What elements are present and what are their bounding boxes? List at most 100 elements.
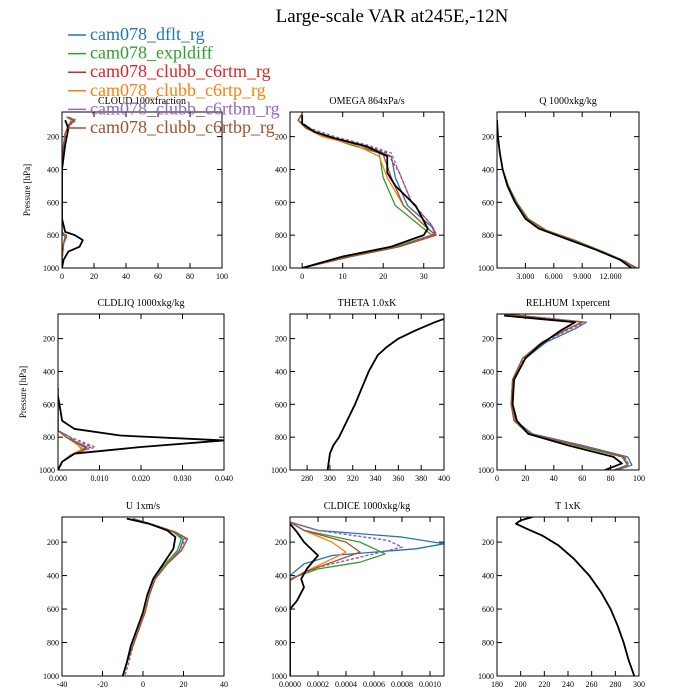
panel-frame bbox=[61, 516, 225, 677]
series-line-cam078_clubb_c6rtbm_rg bbox=[504, 314, 630, 470]
y-tick-label: 800 bbox=[275, 433, 287, 442]
x-tick-label: -40 bbox=[57, 680, 68, 689]
series-line-cam078_expldiff bbox=[297, 113, 433, 268]
y-tick-label: 200 bbox=[482, 335, 494, 344]
series-line-obs bbox=[515, 517, 636, 676]
y-tick-label: 800 bbox=[47, 231, 59, 240]
y-tick-label: 200 bbox=[275, 133, 287, 142]
series-line-cam078_clubb_c6rtp_rg bbox=[497, 120, 636, 268]
series-line-cam078_clubb_c6rtp_rg bbox=[504, 314, 629, 470]
y-tick-label: 600 bbox=[482, 198, 494, 207]
series-line-cam078_clubb_c6rtbm_rg bbox=[515, 517, 635, 676]
y-tick-label: 1000 bbox=[43, 672, 59, 681]
y-tick-label: 800 bbox=[47, 639, 59, 648]
series-lines bbox=[497, 120, 638, 268]
x-tick-label: 360 bbox=[392, 474, 404, 483]
x-tick-label: 400 bbox=[438, 474, 450, 483]
x-tick-label: 0.0004 bbox=[335, 680, 357, 689]
x-tick-label: 300 bbox=[324, 474, 336, 483]
y-tick-label: 600 bbox=[47, 605, 59, 614]
y-tick-label: 200 bbox=[275, 538, 287, 547]
series-lines bbox=[58, 387, 224, 470]
x-tick-label: 300 bbox=[633, 680, 645, 689]
series-line-cam078_clubb_c6rtbp_rg bbox=[62, 116, 74, 268]
x-tick-label: 100 bbox=[216, 272, 228, 281]
y-tick-label: 600 bbox=[275, 400, 287, 409]
x-tick-label: 40 bbox=[220, 680, 228, 689]
x-tick-label: 20 bbox=[180, 680, 188, 689]
x-tick-label: 80 bbox=[186, 272, 194, 281]
x-tick-label: 0.0008 bbox=[391, 680, 413, 689]
y-tick-label: 200 bbox=[47, 133, 59, 142]
panel-frame bbox=[496, 313, 640, 471]
panel-frame bbox=[496, 111, 640, 269]
x-tick-label: 0.000 bbox=[49, 474, 67, 483]
series-line-obs bbox=[58, 395, 224, 470]
series-line-cam078_expldiff bbox=[515, 517, 635, 676]
y-axis-label: Pressure [hPa] bbox=[22, 164, 32, 216]
x-tick-label: 220 bbox=[538, 680, 550, 689]
series-line-cam078_dflt_rg bbox=[58, 387, 88, 470]
x-tick-label: 0.0006 bbox=[363, 680, 385, 689]
series-line-cam078_clubb_c6rtm_rg bbox=[326, 318, 444, 470]
series-line-obs bbox=[121, 517, 177, 676]
x-tick-label: 40 bbox=[122, 272, 130, 281]
panel-3: Q 1000xkg/kg 200 400 600 800 1000 3.000 6.000 9.… bbox=[478, 96, 640, 281]
x-tick-label: 0.020 bbox=[132, 474, 150, 483]
series-line-cam078_clubb_c6rtbm_rg bbox=[297, 113, 437, 268]
series-lines bbox=[297, 113, 437, 268]
panel-title: RELHUM 1xpercent bbox=[526, 298, 610, 309]
y-tick-label: 200 bbox=[43, 335, 55, 344]
x-tick-label: 20 bbox=[521, 474, 529, 483]
x-tick-label: 0.010 bbox=[91, 474, 109, 483]
series-line-obs bbox=[326, 318, 444, 470]
x-tick-label: 0 bbox=[60, 272, 64, 281]
x-tick-label: 320 bbox=[347, 474, 359, 483]
y-tick-label: 200 bbox=[47, 538, 59, 547]
y-tick-label: 600 bbox=[482, 605, 494, 614]
series-line-cam078_clubb_c6rtbp_rg bbox=[326, 318, 444, 470]
series-line-cam078_dflt_rg bbox=[497, 120, 638, 268]
y-tick-label: 400 bbox=[275, 572, 287, 581]
panel-frame bbox=[496, 516, 640, 677]
x-tick-label: 0.030 bbox=[174, 474, 192, 483]
panel-5: THETA 1.0xK 200 400 600 800 1000 280 300 320 340 3… bbox=[271, 298, 450, 483]
legend-label: cam078_clubb_c6rtbm_rg bbox=[90, 98, 280, 118]
series-line-cam078_clubb_c6rtbp_rg bbox=[497, 120, 636, 268]
series-line-obs bbox=[290, 523, 319, 676]
figure-title: Large-scale VAR at245E,-12N bbox=[276, 6, 509, 27]
series-line-cam078_clubb_c6rtbp_rg bbox=[515, 517, 635, 676]
legend-label: cam078_clubb_c6rtm_rg bbox=[90, 61, 271, 81]
y-tick-label: 1000 bbox=[478, 466, 494, 475]
y-tick-label: 1000 bbox=[271, 672, 287, 681]
y-tick-label: 200 bbox=[275, 335, 287, 344]
y-tick-label: 1000 bbox=[478, 264, 494, 273]
x-tick-label: 6.000 bbox=[545, 272, 563, 281]
panel-title: THETA 1.0xK bbox=[338, 298, 397, 309]
y-tick-label: 1000 bbox=[43, 264, 59, 273]
panel-7: U 1xm/s 200 400 600 800 1000-40 -20 0 20 40 bbox=[43, 501, 228, 689]
series-lines bbox=[515, 517, 636, 676]
y-tick-label: 800 bbox=[482, 433, 494, 442]
series-line-cam078_clubb_c6rtbm_rg bbox=[326, 318, 444, 470]
x-tick-label: 260 bbox=[586, 680, 598, 689]
series-line-cam078_clubb_c6rtbp_rg bbox=[290, 521, 361, 676]
y-tick-label: 600 bbox=[43, 400, 55, 409]
series-line-cam078_clubb_c6rtm_rg bbox=[297, 113, 437, 268]
y-tick-label: 1000 bbox=[271, 264, 287, 273]
series-line-cam078_expldiff bbox=[504, 314, 629, 470]
x-tick-label: 0.040 bbox=[215, 474, 233, 483]
series-line-cam078_clubb_c6rtm_rg bbox=[124, 518, 187, 676]
series-line-cam078_expldiff bbox=[122, 518, 183, 676]
panel-frame bbox=[57, 313, 225, 471]
panel-4: CLDLIQ 1000xkg/kg Pressure [hPa] 200 400 600… bbox=[18, 298, 233, 483]
x-tick-label: 100 bbox=[633, 474, 645, 483]
x-tick-label: 80 bbox=[607, 474, 615, 483]
y-tick-label: 400 bbox=[482, 165, 494, 174]
series-line-cam078_dflt_rg bbox=[515, 517, 635, 676]
x-tick-label: 12.000 bbox=[600, 272, 622, 281]
